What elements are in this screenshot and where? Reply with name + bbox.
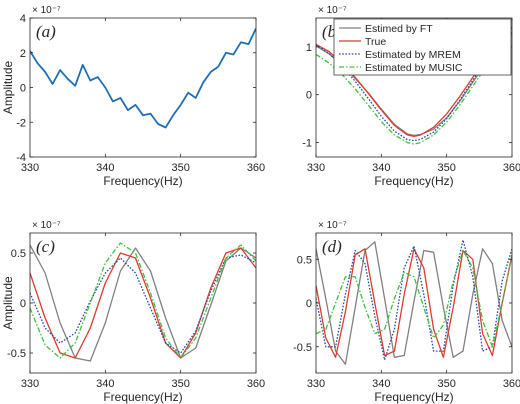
x-tick-label: 350 (171, 378, 189, 390)
panel-d: 330 340 350 360 -0.5 0 0.5 × 10⁻⁷ Frequency(Hz) (… (293, 220, 520, 404)
x-tick-label: 360 (503, 378, 520, 390)
exponent-label: × 10⁻⁷ (32, 5, 61, 16)
y-tick-label: 2 (20, 48, 26, 60)
exponent-label: × 10⁻⁷ (32, 220, 61, 231)
y-tick-label: 0.5 (11, 248, 26, 260)
panel-label: (d) (322, 237, 342, 256)
panel-a: 330 340 350 360 -4 -2 0 2 4 × 10⁻⁷ Frequency(Hz) Am… (1, 5, 265, 188)
x-tick-label: 350 (171, 162, 189, 174)
exponent-label: × 10⁻⁷ (318, 220, 347, 231)
legend-box (333, 18, 512, 76)
y-tick-label: -0.5 (293, 342, 312, 354)
x-tick-label: 340 (96, 378, 114, 390)
y-tick-label: 1 (306, 42, 312, 54)
panel-c: 330 340 350 360 -0.5 0 0.5 × 10⁻⁷ Frequency(Hz) A… (1, 220, 265, 404)
series-line-1 (30, 244, 256, 362)
x-tick-label: 330 (307, 378, 325, 390)
series-line-2 (30, 247, 256, 359)
axes-box (29, 232, 257, 374)
axes-box (29, 17, 257, 158)
y-tick-label: -2 (16, 117, 26, 129)
y-tick-label: 0.5 (297, 254, 312, 266)
series-line-1 (30, 28, 256, 129)
x-tick-label: 340 (372, 162, 390, 174)
x-axis-label: Frequency(Hz) (374, 174, 453, 188)
x-tick-label: 360 (247, 162, 265, 174)
x-tick-label: 360 (247, 378, 265, 390)
exponent-label: × 10⁻⁷ (318, 5, 347, 16)
x-tick-label: 350 (437, 378, 455, 390)
y-tick-label: 0 (20, 83, 26, 95)
x-axis-label: Frequency(Hz) (103, 174, 182, 188)
x-axis-label: Frequency(Hz) (103, 390, 182, 404)
series-line-1 (316, 241, 512, 365)
series-line-4 (30, 242, 256, 359)
legend-entry: True (365, 36, 386, 48)
legend-entry: Estimated by MUSIC (365, 62, 463, 74)
y-tick-label: 0 (306, 90, 312, 102)
panel-label: (a) (36, 22, 56, 41)
legend-entry: Estimed by FT (365, 23, 433, 35)
y-tick-label: -4 (16, 152, 26, 164)
series-line-4 (316, 249, 512, 348)
panel-label: (c) (36, 237, 55, 256)
y-tick-label: 0 (20, 298, 26, 310)
x-tick-label: 340 (96, 162, 114, 174)
axes-box (315, 17, 513, 158)
series-line-3 (316, 239, 512, 361)
x-tick-label: 350 (437, 162, 455, 174)
series-line-4 (316, 33, 512, 145)
y-tick-label: 0 (306, 298, 312, 310)
x-tick-label: 340 (372, 378, 390, 390)
x-tick-label: 330 (21, 162, 39, 174)
x-tick-label: 330 (307, 162, 325, 174)
legend-entry: Estimated by MREM (365, 49, 461, 61)
y-tick-label: -1 (302, 138, 312, 150)
y-tick-label: -0.5 (7, 348, 26, 360)
y-axis-label: Amplitude (1, 61, 15, 115)
x-tick-label: 330 (21, 378, 39, 390)
x-axis-label: Frequency(Hz) (374, 390, 453, 404)
series-line-3 (30, 254, 256, 354)
series-line-2 (316, 248, 512, 358)
y-tick-label: 4 (20, 13, 26, 25)
y-axis-label: Amplitude (1, 276, 15, 330)
x-tick-label: 360 (503, 162, 520, 174)
